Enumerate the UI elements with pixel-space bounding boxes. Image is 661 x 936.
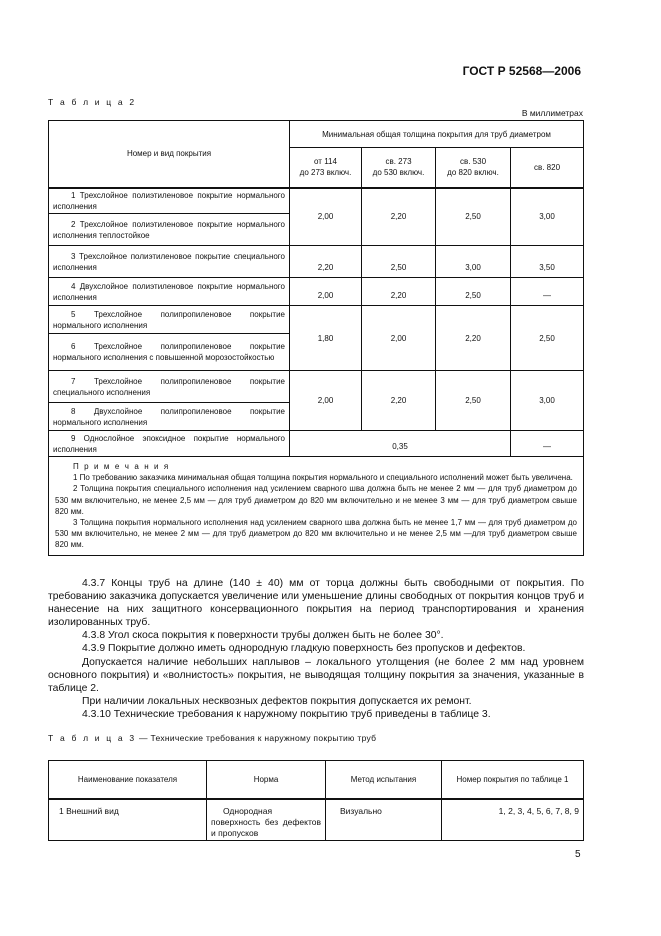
column-header: Номер покрытия по таблице 1 xyxy=(441,760,584,800)
coating-name: 2 Трехслойное полиэтиленовое покрытие но… xyxy=(48,213,290,246)
value-cell: 3,00 xyxy=(510,370,584,431)
coating-numbers: 1, 2, 3, 4, 5, 6, 7, 8, 9 xyxy=(441,798,584,841)
column-header-diameter: св. 273 до 530 включ. xyxy=(361,147,436,189)
paragraph-4-3-9: 4.3.9 Покрытие должно иметь однородную г… xyxy=(82,643,526,655)
coating-name: 5 Трехслойное полипропиленовое покрытие … xyxy=(48,305,290,334)
value-cell: 2,20 xyxy=(361,187,436,246)
value-cell: 2,20 xyxy=(361,277,436,306)
note: 1 По требованию заказчика минимальная об… xyxy=(73,473,573,483)
value-cell: 2,20 xyxy=(289,245,362,278)
value-cell: 2,00 xyxy=(289,370,362,431)
value-cell: 2,20 xyxy=(435,305,511,371)
table-3: Наименование показателя Норма Метод испы… xyxy=(48,760,584,841)
paragraph-4-3-8: 4.3.8 Угол скоса покрытия к поверхности … xyxy=(82,630,444,642)
column-header-coating: Номер и вид покрытия xyxy=(48,120,290,189)
value-cell: 0,35 xyxy=(289,430,511,457)
paragraph: Допускается наличие небольших наплывов –… xyxy=(48,656,584,694)
coating-name: 9 Однослойное эпоксидное покрытие нормал… xyxy=(48,430,290,457)
value-cell: — xyxy=(510,430,584,457)
value-cell: 2,50 xyxy=(435,370,511,431)
coating-name: 3 Трехслойное полиэтиленовое покрытие сп… xyxy=(48,245,290,278)
column-header: Метод испытания xyxy=(325,760,442,800)
coating-name: 8 Двухслойное полипропиленовое покрытие … xyxy=(48,402,290,431)
column-header-diameter: от 114 до 273 включ. xyxy=(289,147,362,189)
coating-name: 6 Трехслойное полипропиленовое покрытие … xyxy=(48,333,290,371)
paragraph-4-3-10: 4.3.10 Технические требования к наружном… xyxy=(82,708,491,720)
value-cell: 1,80 xyxy=(289,305,362,371)
paragraph: При наличии локальных несквозных дефекто… xyxy=(82,695,472,707)
value-cell: 2,20 xyxy=(361,370,436,431)
paragraph-4-3-7: 4.3.7 Концы труб на длине (140 ± 40) мм … xyxy=(48,578,584,629)
column-header-diameter: св. 820 xyxy=(510,147,584,189)
table3-caption: Т а б л и ц а 3 — Технические требования… xyxy=(48,733,376,743)
column-header: Наименование показателя xyxy=(48,760,207,800)
value-cell: 2,00 xyxy=(289,187,362,246)
column-group-header: Минимальная общая толщина покрытия для т… xyxy=(289,120,584,148)
note: 3 Толщина покрытия нормального исполнени… xyxy=(55,518,577,550)
norm: Однородная поверхность без дефектов и пр… xyxy=(206,798,326,841)
table-2: Номер и вид покрытия Минимальная общая т… xyxy=(48,120,584,556)
coating-name: 4 Двухслойное полиэтиленовое покрытие но… xyxy=(48,277,290,306)
table2-notes: П р и м е ч а н и я 1 По требованию зака… xyxy=(48,456,584,556)
table2-unit: В миллиметрах xyxy=(521,108,583,118)
value-cell: 2,50 xyxy=(435,187,511,246)
indicator-name: 1 Внешний вид xyxy=(48,798,207,841)
value-cell: 3,00 xyxy=(435,245,511,278)
table3-caption-label: Т а б л и ц а 3 xyxy=(48,733,137,743)
value-cell: 2,00 xyxy=(361,305,436,371)
value-cell: 3,00 xyxy=(510,187,584,246)
coating-name: 7 Трехслойное полипропиленовое покрытие … xyxy=(48,370,290,403)
value-cell: 2,50 xyxy=(435,277,511,306)
value-cell: 3,50 xyxy=(510,245,584,278)
page-number: 5 xyxy=(575,849,581,860)
notes-title: П р и м е ч а н и я xyxy=(73,462,170,471)
table2-caption: Т а б л и ц а 2 xyxy=(48,97,137,107)
value-cell: 2,50 xyxy=(361,245,436,278)
value-cell: 2,00 xyxy=(289,277,362,306)
note: 2 Толщина покрытия специального исполнен… xyxy=(55,484,577,516)
table3-caption-text: — Технические требования к наружному пок… xyxy=(136,733,377,743)
value-cell: 2,50 xyxy=(510,305,584,371)
body-text: 4.3.7 Концы труб на длине (140 ± 40) мм … xyxy=(48,577,584,721)
column-header: Норма xyxy=(206,760,326,800)
document-id: ГОСТ Р 52568—2006 xyxy=(462,64,581,78)
column-header-diameter: св. 530 до 820 включ. xyxy=(435,147,511,189)
test-method: Визуально xyxy=(325,798,442,841)
value-cell: — xyxy=(510,277,584,306)
coating-name: 1 Трехслойное полиэтиленовое покрытие но… xyxy=(48,187,290,214)
